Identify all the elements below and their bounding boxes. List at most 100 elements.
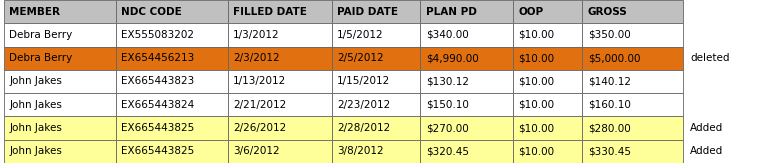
Bar — [332, 93, 420, 116]
Text: $10.00: $10.00 — [518, 123, 555, 133]
Bar — [228, 140, 332, 163]
Text: $270.00: $270.00 — [426, 123, 469, 133]
Text: 1/15/2012: 1/15/2012 — [337, 76, 390, 87]
Text: $10.00: $10.00 — [518, 146, 555, 156]
Text: $330.45: $330.45 — [587, 146, 631, 156]
Bar — [332, 70, 420, 93]
Text: John Jakes: John Jakes — [9, 76, 62, 87]
Text: EX555083202: EX555083202 — [121, 30, 194, 40]
Text: 2/3/2012: 2/3/2012 — [233, 53, 279, 63]
Bar — [420, 140, 512, 163]
Text: 1/13/2012: 1/13/2012 — [233, 76, 286, 87]
Bar — [513, 23, 582, 47]
Text: $280.00: $280.00 — [587, 123, 630, 133]
Bar — [4, 140, 115, 163]
Bar — [513, 140, 582, 163]
Bar — [582, 93, 682, 116]
Bar — [228, 70, 332, 93]
Bar — [332, 0, 420, 23]
Bar — [582, 116, 682, 140]
Text: 2/21/2012: 2/21/2012 — [233, 100, 286, 110]
Text: $10.00: $10.00 — [518, 100, 555, 110]
Bar — [228, 23, 332, 47]
Bar — [513, 70, 582, 93]
Text: $10.00: $10.00 — [518, 30, 555, 40]
Text: PLAN PD: PLAN PD — [426, 7, 477, 17]
Bar — [4, 116, 115, 140]
Text: 1/3/2012: 1/3/2012 — [233, 30, 279, 40]
Text: 3/6/2012: 3/6/2012 — [233, 146, 279, 156]
Text: EX665443824: EX665443824 — [121, 100, 194, 110]
Text: $320.45: $320.45 — [426, 146, 469, 156]
Text: EX665443823: EX665443823 — [121, 76, 194, 87]
Bar — [115, 116, 228, 140]
Text: $130.12: $130.12 — [426, 76, 469, 87]
Text: deleted: deleted — [690, 53, 730, 63]
Bar — [332, 23, 420, 47]
Text: $150.10: $150.10 — [426, 100, 469, 110]
Text: EX665443825: EX665443825 — [121, 146, 194, 156]
Bar — [420, 0, 512, 23]
Text: 2/23/2012: 2/23/2012 — [337, 100, 390, 110]
Text: Added: Added — [690, 146, 724, 156]
Bar — [420, 23, 512, 47]
Bar — [582, 70, 682, 93]
Text: $4,990.00: $4,990.00 — [426, 53, 478, 63]
Text: $10.00: $10.00 — [518, 76, 555, 87]
Bar — [115, 140, 228, 163]
Text: 2/5/2012: 2/5/2012 — [337, 53, 384, 63]
Bar — [228, 93, 332, 116]
Text: 2/26/2012: 2/26/2012 — [233, 123, 286, 133]
Bar — [513, 116, 582, 140]
Bar — [115, 23, 228, 47]
Bar — [115, 70, 228, 93]
Text: 1/5/2012: 1/5/2012 — [337, 30, 384, 40]
Text: Debra Berry: Debra Berry — [9, 30, 73, 40]
Bar — [420, 93, 512, 116]
Text: $160.10: $160.10 — [587, 100, 630, 110]
Bar — [332, 47, 420, 70]
Bar — [228, 0, 332, 23]
Text: 3/8/2012: 3/8/2012 — [337, 146, 384, 156]
Bar — [420, 116, 512, 140]
Bar — [420, 70, 512, 93]
Text: $10.00: $10.00 — [518, 53, 555, 63]
Text: GROSS: GROSS — [587, 7, 627, 17]
Bar — [115, 93, 228, 116]
Bar — [332, 116, 420, 140]
Text: $140.12: $140.12 — [587, 76, 631, 87]
Bar — [4, 0, 115, 23]
Bar — [513, 47, 582, 70]
Bar — [4, 70, 115, 93]
Bar — [115, 47, 228, 70]
Text: John Jakes: John Jakes — [9, 100, 62, 110]
Text: EX665443825: EX665443825 — [121, 123, 194, 133]
Bar — [228, 116, 332, 140]
Bar — [4, 93, 115, 116]
Text: Added: Added — [690, 123, 724, 133]
Bar — [582, 140, 682, 163]
Text: $350.00: $350.00 — [587, 30, 630, 40]
Text: $5,000.00: $5,000.00 — [587, 53, 640, 63]
Text: EX654456213: EX654456213 — [121, 53, 194, 63]
Bar — [115, 0, 228, 23]
Text: $340.00: $340.00 — [426, 30, 469, 40]
Text: John Jakes: John Jakes — [9, 146, 62, 156]
Bar — [513, 93, 582, 116]
Bar — [582, 47, 682, 70]
Text: 2/28/2012: 2/28/2012 — [337, 123, 390, 133]
Text: OOP: OOP — [518, 7, 544, 17]
Bar — [513, 0, 582, 23]
Bar — [228, 47, 332, 70]
Bar — [332, 140, 420, 163]
Text: PAID DATE: PAID DATE — [337, 7, 398, 17]
Text: MEMBER: MEMBER — [9, 7, 60, 17]
Text: John Jakes: John Jakes — [9, 123, 62, 133]
Bar — [4, 47, 115, 70]
Bar — [582, 23, 682, 47]
Text: FILLED DATE: FILLED DATE — [233, 7, 307, 17]
Bar — [582, 0, 682, 23]
Text: Debra Berry: Debra Berry — [9, 53, 73, 63]
Bar — [420, 47, 512, 70]
Bar — [4, 23, 115, 47]
